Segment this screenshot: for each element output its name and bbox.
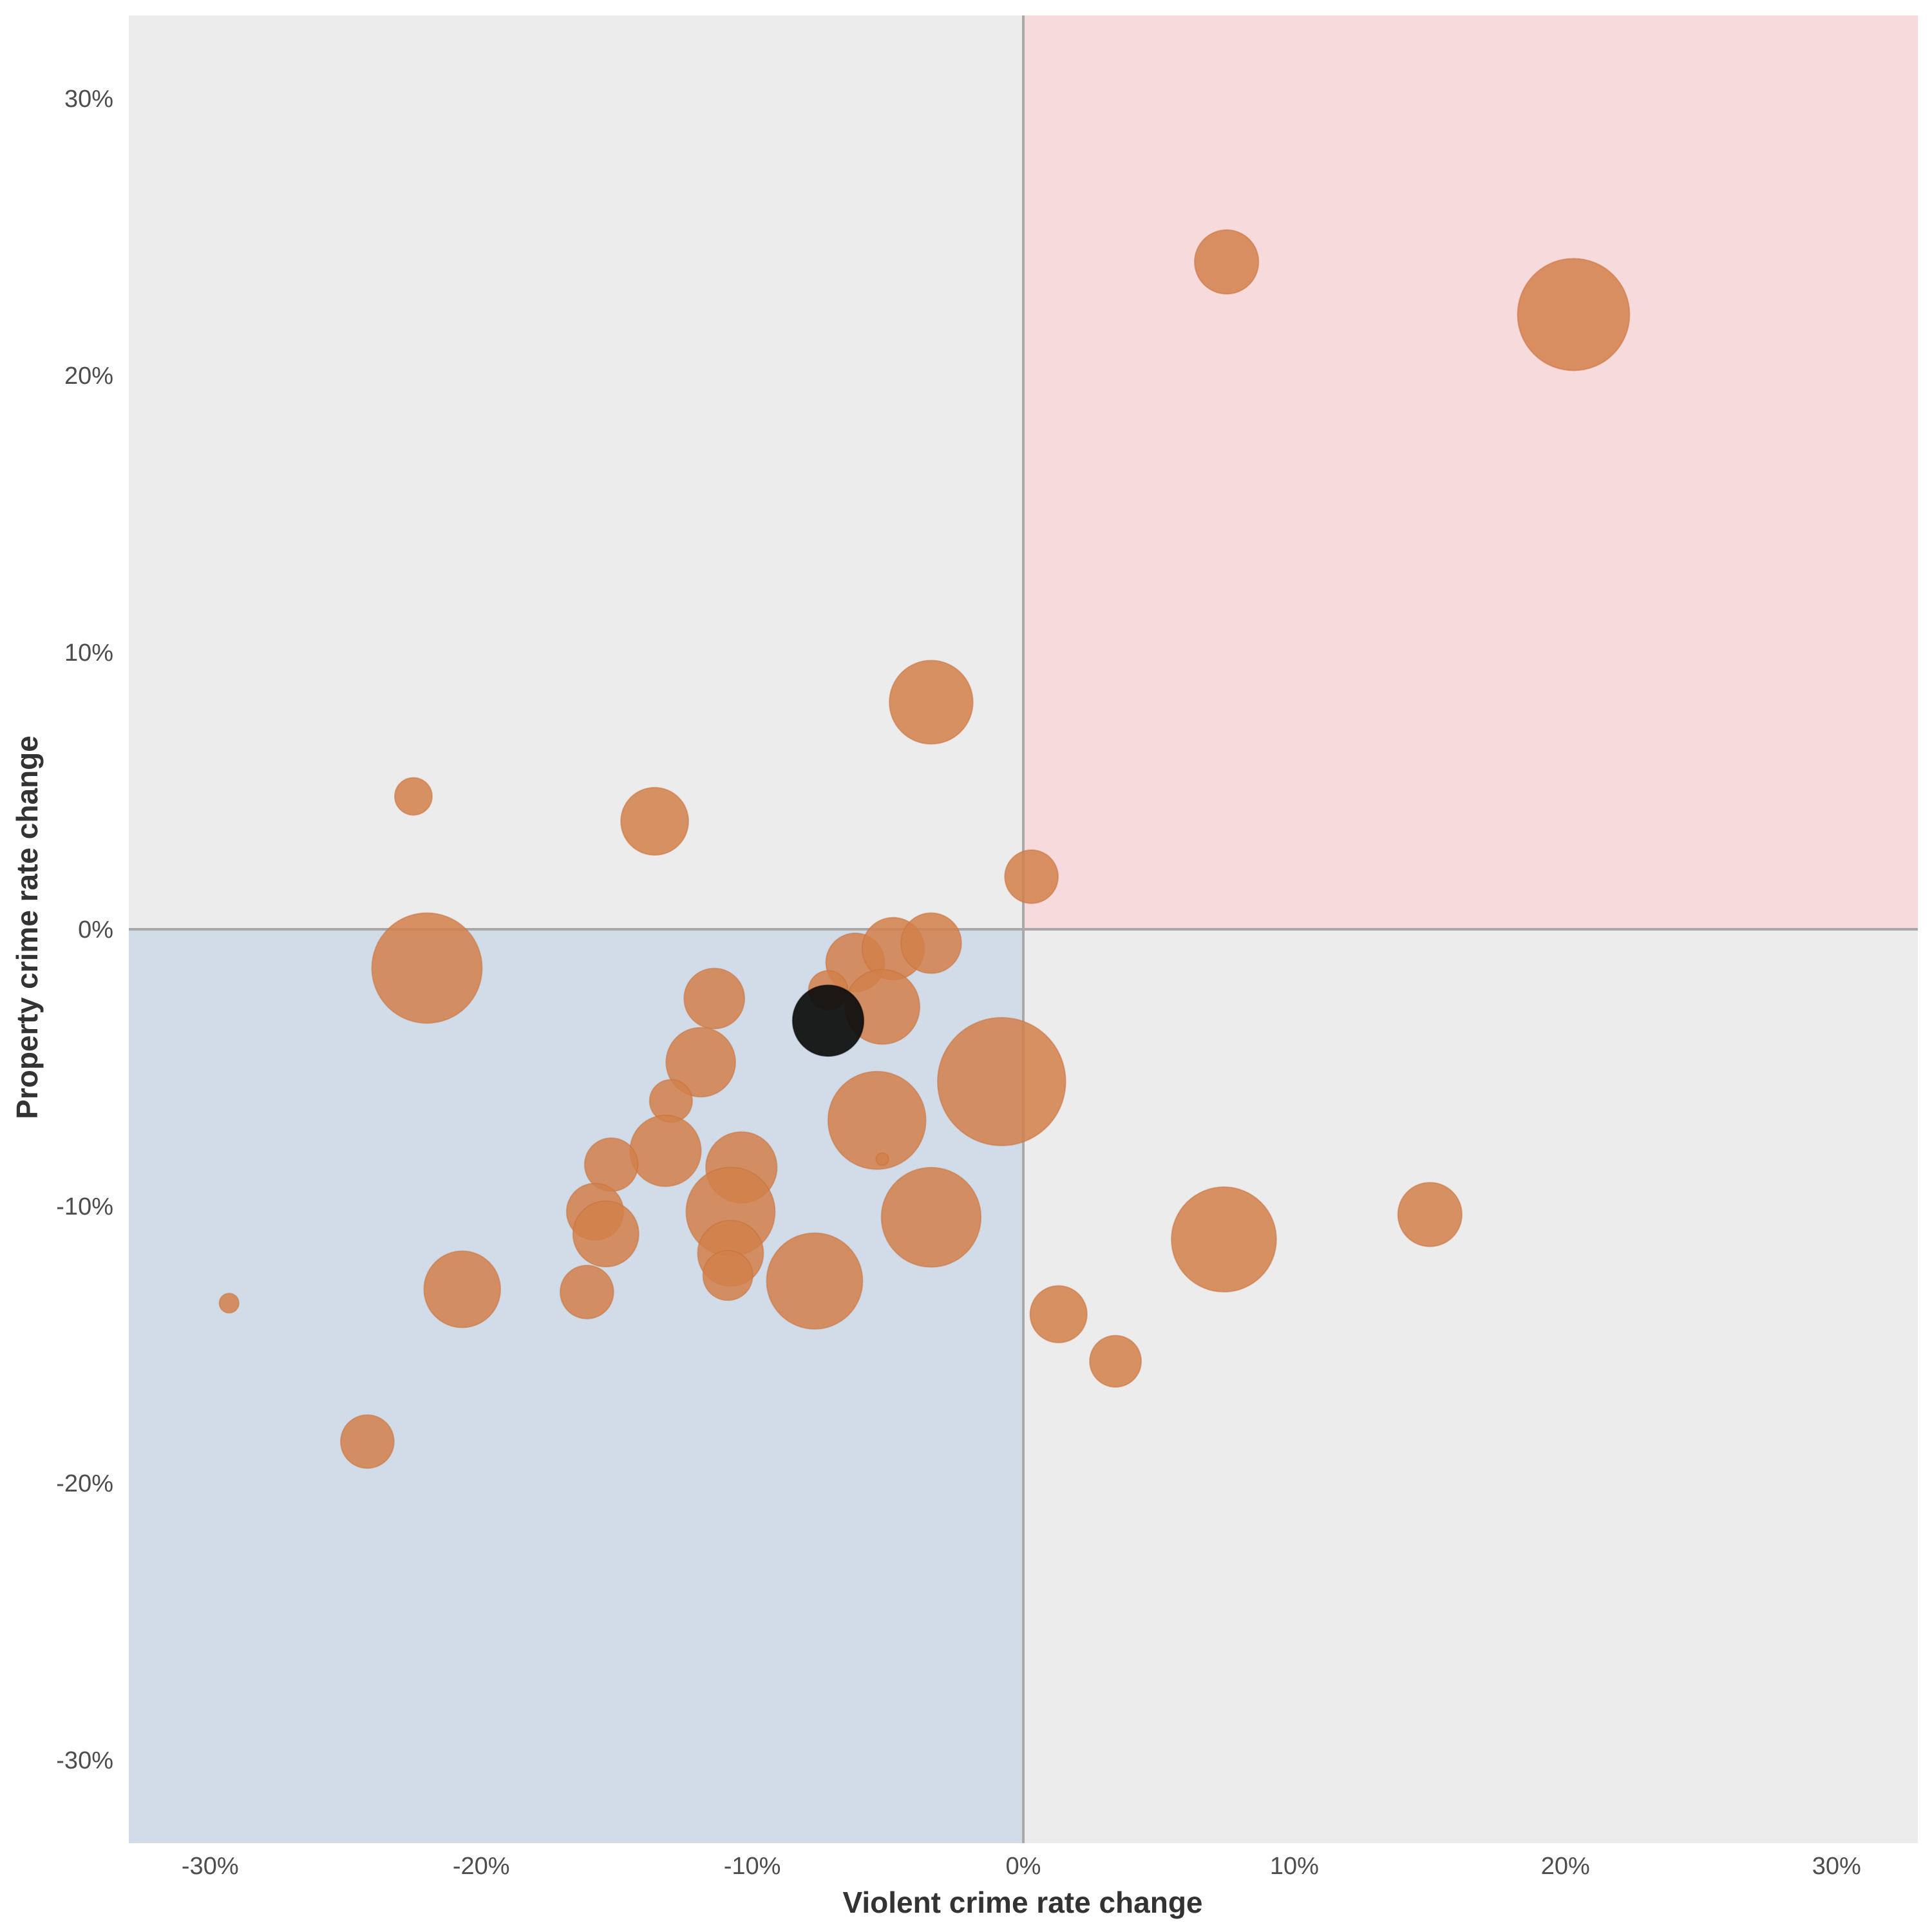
- x-axis-title: Violent crime rate change: [842, 1886, 1202, 1919]
- bubble-point: [559, 1264, 614, 1320]
- y-tick-label: -20%: [56, 1470, 113, 1497]
- bubble-point: [1089, 1334, 1142, 1388]
- bubble-point: [889, 659, 974, 745]
- x-tick-label: 10%: [1270, 1853, 1319, 1880]
- bubble-point: [766, 1232, 864, 1330]
- y-tick-label: 0%: [78, 916, 113, 943]
- y-tick-label: -30%: [56, 1747, 113, 1774]
- y-tick-label: 10%: [64, 639, 113, 667]
- bubble-point: [1194, 229, 1260, 295]
- bubble-point: [900, 912, 962, 974]
- bubble-point: [620, 786, 690, 856]
- bubble-point: [371, 912, 483, 1024]
- bubble-point: [423, 1250, 502, 1329]
- bubble-point: [572, 1200, 639, 1268]
- x-tick-label: 0%: [1006, 1853, 1041, 1880]
- bubble-point: [880, 1166, 982, 1268]
- quadrant-backgrounds: [129, 15, 1918, 1843]
- bubble-point: [218, 1293, 240, 1314]
- y-tick-label: 20%: [64, 363, 113, 390]
- bubble-point: [1004, 849, 1059, 904]
- highlight-bubble: [791, 984, 865, 1057]
- bubble-point: [1171, 1186, 1277, 1293]
- x-tick-label: -10%: [724, 1853, 781, 1880]
- bubble-point: [1397, 1182, 1463, 1247]
- quadrant-bottom-left: [129, 929, 1023, 1843]
- bubble-point: [340, 1414, 395, 1469]
- y-axis-title: Property crime rate change: [10, 735, 44, 1119]
- y-axis-ticks: -30% -20% -10% 0% 10% 20% 30%: [56, 86, 113, 1774]
- quadrant-top-right: [1023, 15, 1918, 929]
- x-axis-ticks: -30% -20% -10% 0% 10% 20% 30%: [182, 1853, 1861, 1880]
- y-tick-label: 30%: [64, 86, 113, 113]
- bubble-point: [936, 1017, 1066, 1146]
- bubble-point: [827, 1070, 927, 1170]
- y-tick-label: -10%: [56, 1193, 113, 1220]
- bubble-point: [683, 967, 746, 1030]
- bubble-point: [1029, 1285, 1088, 1343]
- bubble-point: [393, 777, 433, 816]
- quadrant-bottom-right: [1023, 929, 1918, 1843]
- x-tick-label: 30%: [1812, 1853, 1861, 1880]
- bubble-point: [665, 1027, 736, 1098]
- x-tick-label: 20%: [1541, 1853, 1590, 1880]
- bubble-point: [875, 1152, 889, 1166]
- bubble-layer: [218, 229, 1631, 1469]
- bubble-point: [1517, 258, 1631, 372]
- x-tick-label: -20%: [453, 1853, 510, 1880]
- bubble-point: [629, 1114, 702, 1188]
- quadrant-top-left: [129, 15, 1023, 929]
- x-tick-label: -30%: [182, 1853, 239, 1880]
- bubble-point: [702, 1249, 753, 1302]
